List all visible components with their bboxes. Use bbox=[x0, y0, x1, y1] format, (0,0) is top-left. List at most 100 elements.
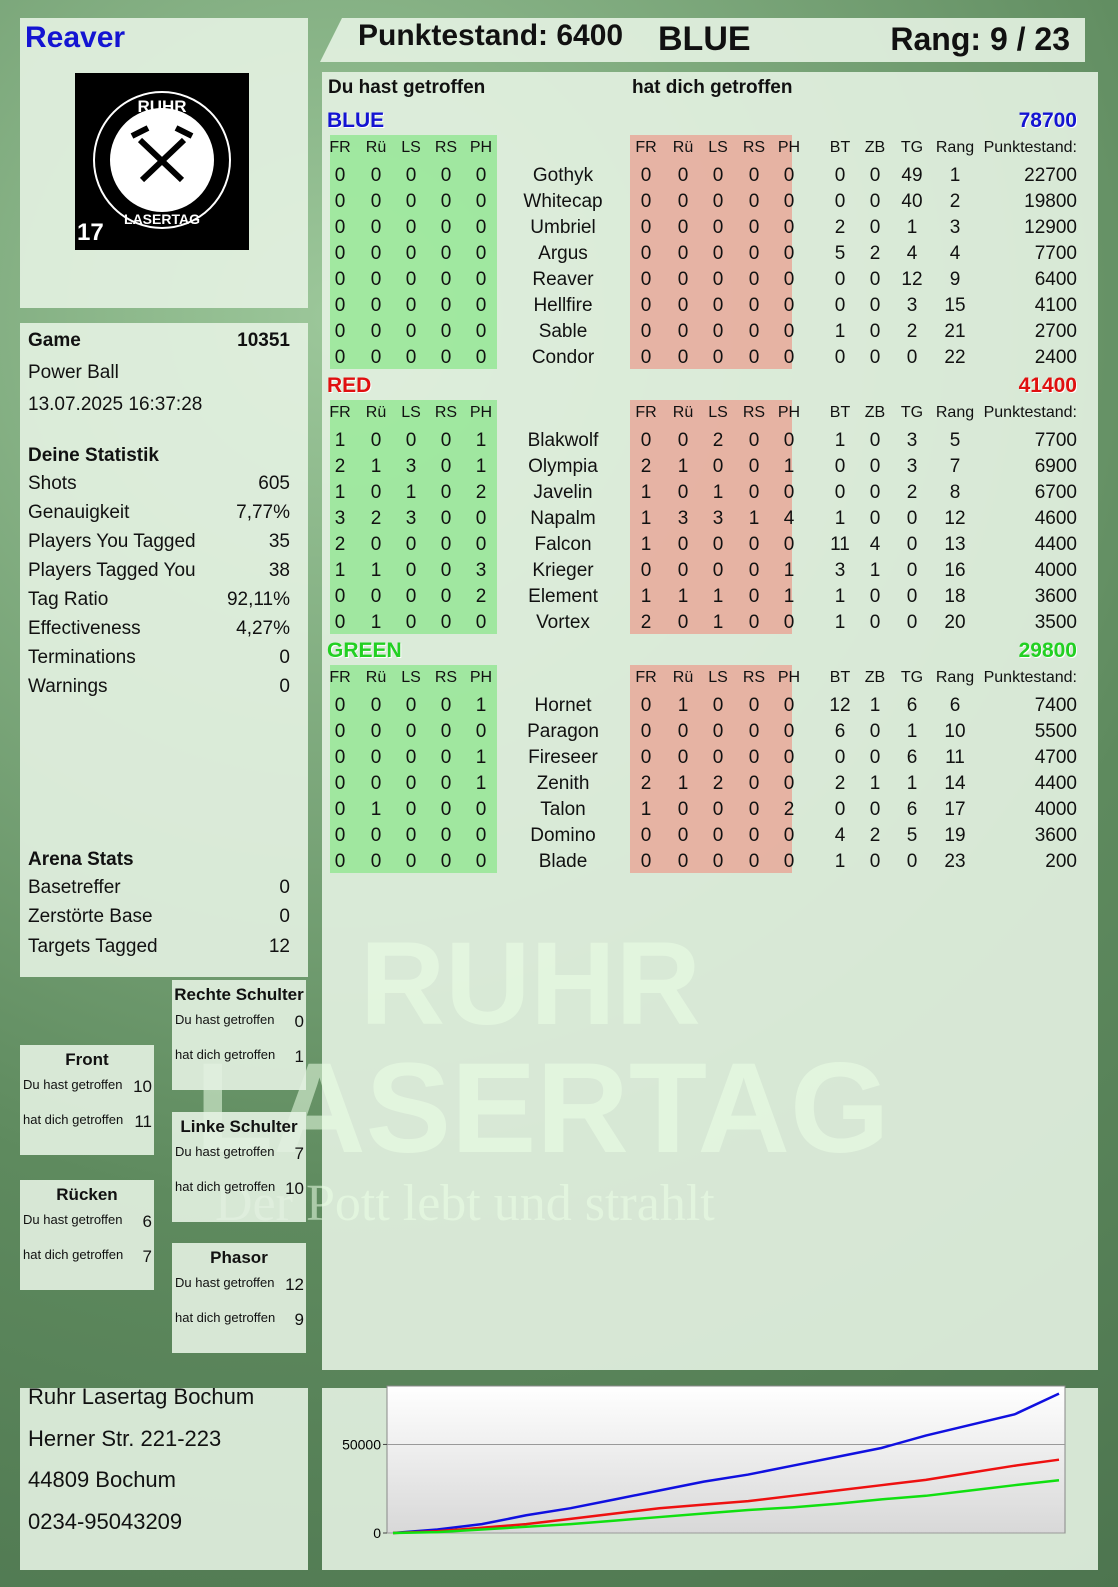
cell: 0 bbox=[440, 559, 452, 581]
cell: 0 bbox=[869, 429, 881, 451]
team-name: GREEN bbox=[327, 638, 402, 662]
cell: 18 bbox=[944, 585, 966, 607]
cell: 11 bbox=[945, 746, 965, 768]
cell: 0 bbox=[334, 294, 346, 316]
y-tick-label: 0 bbox=[373, 1525, 381, 1541]
cell: 1 bbox=[783, 559, 795, 581]
cell: 0 bbox=[783, 850, 795, 872]
cell: 0 bbox=[640, 850, 652, 872]
zone-label: hat dich getroffen bbox=[23, 1246, 124, 1262]
column-header: PH bbox=[469, 139, 493, 156]
column-header: TG bbox=[900, 669, 924, 686]
cell: 0 bbox=[440, 694, 452, 716]
cell: 0 bbox=[334, 772, 346, 794]
cell: 0 bbox=[906, 585, 918, 607]
cell: 6400 bbox=[1034, 268, 1077, 290]
cell: 1 bbox=[906, 720, 918, 742]
watermark: RUHR bbox=[360, 918, 701, 1050]
stat-label: Terminations bbox=[28, 646, 136, 668]
line-series bbox=[392, 1392, 1060, 1535]
column-header: FR bbox=[635, 404, 657, 421]
cell: 12 bbox=[901, 268, 923, 290]
cell: 0 bbox=[370, 242, 382, 264]
cell: 0 bbox=[405, 190, 417, 212]
column-header: ZB bbox=[864, 669, 886, 686]
cell: 1 bbox=[869, 559, 881, 581]
cell: 0 bbox=[677, 720, 689, 742]
player-name-cell: Falcon bbox=[534, 533, 592, 555]
cell: 2 bbox=[869, 824, 881, 846]
cell: 0 bbox=[370, 429, 382, 451]
cell: 0 bbox=[748, 533, 760, 555]
cell: 0 bbox=[748, 694, 760, 716]
stat-label: Tag Ratio bbox=[28, 588, 109, 610]
cell: 4400 bbox=[1034, 533, 1077, 555]
cell: 4100 bbox=[1034, 294, 1077, 316]
player-name-cell: Whitecap bbox=[523, 190, 603, 212]
zone-title: Rücken bbox=[56, 1184, 118, 1204]
cell: 0 bbox=[677, 429, 689, 451]
cell: 0 bbox=[334, 746, 346, 768]
cell: 0 bbox=[334, 346, 346, 368]
cell: 1 bbox=[475, 455, 487, 477]
column-header: Rü bbox=[365, 669, 387, 686]
table-heading: hat dich getroffen bbox=[632, 76, 793, 98]
cell: 0 bbox=[440, 772, 452, 794]
column-header: RS bbox=[434, 669, 458, 686]
game-label: Game bbox=[28, 329, 81, 351]
column-header: RS bbox=[434, 404, 458, 421]
cell: 6 bbox=[906, 746, 918, 768]
zone-label: hat dich getroffen bbox=[175, 1309, 276, 1325]
cell: 0 bbox=[370, 190, 382, 212]
cell: 0 bbox=[677, 746, 689, 768]
player-name-cell: Hellfire bbox=[533, 294, 593, 316]
cell: 0 bbox=[906, 559, 918, 581]
column-header: Rang bbox=[935, 669, 975, 686]
cell: 0 bbox=[748, 216, 760, 238]
cell: 0 bbox=[869, 190, 881, 212]
section-title: Deine Statistik bbox=[28, 444, 159, 466]
cell: 1 bbox=[834, 320, 846, 342]
zone-value: 10 bbox=[285, 1178, 304, 1198]
cell: 0 bbox=[370, 746, 382, 768]
cell: 0 bbox=[677, 611, 689, 633]
zone-value: 7 bbox=[294, 1143, 304, 1163]
cell: 0 bbox=[748, 850, 760, 872]
y-tick-label: 50000 bbox=[342, 1436, 381, 1452]
logo-text: RUHR bbox=[137, 97, 186, 116]
cell: 0 bbox=[869, 611, 881, 633]
stat-value: 12 bbox=[268, 935, 290, 957]
cell: 0 bbox=[677, 798, 689, 820]
received-column-bg bbox=[630, 665, 792, 873]
cell: 0 bbox=[440, 294, 452, 316]
cell: 0 bbox=[677, 824, 689, 846]
zone-box bbox=[20, 1045, 154, 1155]
cell: 0 bbox=[334, 164, 346, 186]
cell: 0 bbox=[640, 242, 652, 264]
cell: 0 bbox=[334, 216, 346, 238]
cell: 0 bbox=[640, 294, 652, 316]
column-header: PH bbox=[469, 404, 493, 421]
cell: 0 bbox=[334, 850, 346, 872]
cell: 0 bbox=[440, 746, 452, 768]
column-header: Rü bbox=[672, 404, 694, 421]
cell: 0 bbox=[712, 720, 724, 742]
stat-value: 0 bbox=[279, 876, 290, 898]
cell: 2400 bbox=[1034, 346, 1077, 368]
given-column-bg bbox=[330, 400, 497, 634]
column-header: LS bbox=[708, 139, 728, 156]
cell: 0 bbox=[748, 190, 760, 212]
cell: 0 bbox=[783, 429, 795, 451]
cell: 0 bbox=[475, 268, 487, 290]
zone-box bbox=[172, 1112, 306, 1222]
cell: 0 bbox=[869, 455, 881, 477]
cell: 0 bbox=[906, 533, 918, 555]
cell: 0 bbox=[712, 242, 724, 264]
cell: 6 bbox=[906, 694, 918, 716]
cell: 0 bbox=[640, 746, 652, 768]
cell: 0 bbox=[640, 216, 652, 238]
cell: 22 bbox=[944, 346, 966, 368]
zone-value: 7 bbox=[142, 1246, 152, 1266]
cell: 2700 bbox=[1034, 320, 1077, 342]
cell: 1 bbox=[334, 559, 346, 581]
